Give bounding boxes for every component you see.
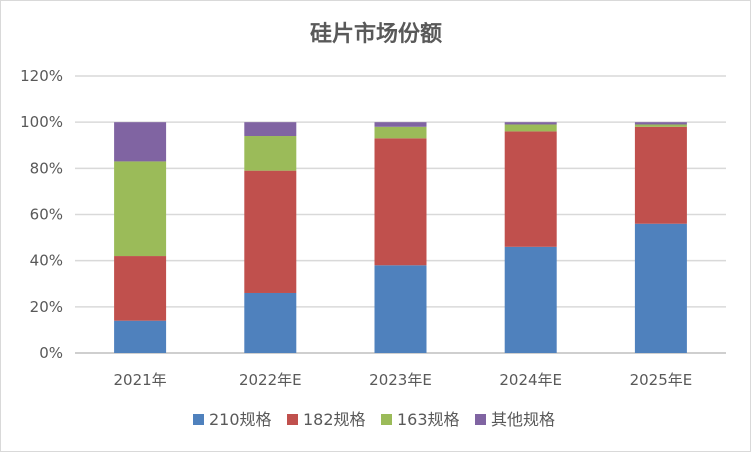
y-tick-label: 120% bbox=[20, 67, 63, 85]
x-tick-label: 2022年E bbox=[239, 371, 302, 389]
bar-segment bbox=[114, 161, 167, 257]
y-tick-label: 0% bbox=[39, 344, 63, 362]
legend-label: 210规格 bbox=[209, 410, 272, 429]
x-tick-label: 2021年 bbox=[114, 371, 167, 389]
x-tick-label: 2025年E bbox=[630, 371, 693, 389]
y-tick-label: 60% bbox=[30, 206, 63, 224]
bar-segment bbox=[114, 122, 167, 162]
bar-segment bbox=[374, 265, 427, 353]
x-tick-label: 2023年E bbox=[369, 371, 432, 389]
bar-segment bbox=[504, 122, 557, 125]
bar-segment bbox=[504, 124, 557, 132]
bar-segment bbox=[244, 292, 297, 353]
bar-segment bbox=[244, 136, 297, 171]
bar-segment bbox=[634, 122, 687, 125]
bar-segment bbox=[634, 223, 687, 353]
bar-segment bbox=[634, 126, 687, 224]
y-tick-label: 100% bbox=[20, 113, 63, 131]
bar-segment bbox=[114, 320, 167, 353]
bar-segment bbox=[374, 138, 427, 266]
bar-segment bbox=[244, 170, 297, 293]
legend-label: 163规格 bbox=[397, 410, 460, 429]
legend-swatch bbox=[475, 414, 486, 425]
legend-swatch bbox=[193, 414, 204, 425]
bar-segment bbox=[504, 131, 557, 247]
bar-segment bbox=[244, 122, 297, 137]
bar-segment bbox=[374, 126, 427, 139]
y-tick-label: 80% bbox=[30, 159, 63, 177]
legend-swatch bbox=[287, 414, 298, 425]
bar-segment bbox=[374, 122, 427, 127]
x-tick-label: 2024年E bbox=[499, 371, 562, 389]
legend-label: 其他规格 bbox=[491, 410, 555, 429]
legend-label: 182规格 bbox=[303, 410, 366, 429]
bar-segment bbox=[504, 246, 557, 353]
y-tick-label: 40% bbox=[30, 252, 63, 270]
chart-title: 硅片市场份额 bbox=[310, 21, 442, 47]
bar-segment bbox=[634, 124, 687, 127]
bar-segment bbox=[114, 256, 167, 321]
legend-swatch bbox=[381, 414, 392, 425]
y-tick-label: 20% bbox=[30, 298, 63, 316]
